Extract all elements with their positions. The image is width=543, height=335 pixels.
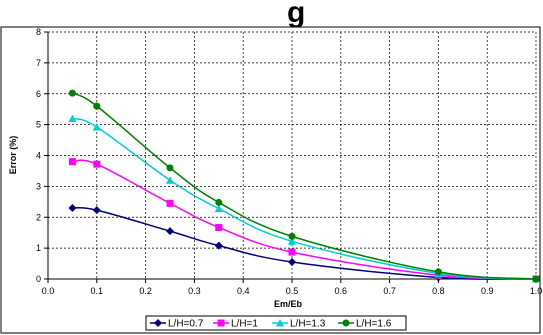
- data-point: [93, 102, 101, 110]
- legend-marker: [276, 319, 284, 327]
- data-point: [68, 203, 77, 212]
- legend-label: L/H=1.6: [356, 319, 392, 330]
- data-point: [166, 164, 174, 172]
- data-point: [288, 248, 296, 256]
- y-tick-label: 6: [36, 89, 41, 99]
- legend-marker: [342, 319, 350, 327]
- data-point: [68, 89, 76, 97]
- x-tick-label: 0.2: [139, 286, 152, 296]
- x-tick-label: 0.5: [286, 286, 299, 296]
- series-3: [68, 89, 540, 283]
- data-series: [68, 89, 540, 283]
- data-point: [68, 114, 77, 122]
- data-point: [532, 275, 540, 283]
- data-point: [166, 227, 174, 236]
- y-tick-label: 3: [36, 181, 41, 191]
- data-point: [68, 158, 76, 166]
- legend-label: L/H=1: [231, 319, 258, 330]
- x-axis-title: Em/Eb: [274, 299, 303, 309]
- x-tick-label: 0.0: [42, 286, 55, 296]
- legend-item: L/H=0.7: [150, 319, 204, 330]
- x-tick-label: 0.3: [188, 286, 201, 296]
- legend-label: L/H=0.7: [168, 319, 204, 330]
- y-tick-label: 0: [36, 274, 41, 284]
- data-point: [288, 237, 296, 245]
- legend-label: L/H=1.3: [290, 319, 326, 330]
- y-tick-labels: 0 1 2 3 4 5 6 7 8: [36, 27, 41, 284]
- y-tick-label: 1: [36, 243, 41, 253]
- legend-item: L/H=1: [213, 319, 258, 330]
- data-point: [166, 199, 174, 207]
- data-point: [92, 206, 101, 215]
- data-point: [93, 160, 101, 168]
- data-point: [215, 223, 223, 231]
- gridlines: [48, 31, 537, 279]
- y-tick-label: 7: [36, 58, 41, 68]
- legend-item: L/H=1.6: [338, 319, 392, 330]
- data-point: [166, 176, 174, 184]
- x-tick-label: 0.1: [91, 286, 104, 296]
- x-tick-label: 0.6: [335, 286, 348, 296]
- legend: L/H=0.7 L/H=1 L/H=1.3 L/H=1.6: [145, 315, 407, 331]
- x-tick-label: 1.0: [530, 286, 543, 296]
- data-point: [92, 123, 101, 131]
- x-tick-labels: 0.0 0.1 0.2 0.3 0.4 0.5 0.6 0.7 0.8 0.9 1.0: [42, 286, 543, 296]
- x-tick-label: 0.4: [237, 286, 250, 296]
- x-tick-label: 0.9: [481, 286, 494, 296]
- legend-item: L/H=1.3: [272, 319, 326, 330]
- x-tick-label: 0.8: [432, 286, 445, 296]
- y-tick-label: 8: [36, 27, 41, 37]
- y-tick-label: 4: [36, 151, 41, 161]
- y-tick-label: 5: [36, 120, 41, 130]
- data-point: [434, 268, 442, 276]
- data-point: [214, 204, 223, 213]
- y-tick-label: 2: [36, 212, 41, 222]
- y-axis-title: Error (%): [8, 136, 18, 175]
- chart-frame: [0, 26, 541, 334]
- data-point: [215, 198, 223, 206]
- legend-marker: [217, 319, 225, 327]
- data-point: [288, 258, 296, 267]
- x-tick-label: 0.7: [383, 286, 396, 296]
- legend-marker: [154, 319, 162, 327]
- data-point: [288, 232, 296, 240]
- data-point: [214, 241, 223, 250]
- chart-title-fragment: g: [287, 0, 305, 29]
